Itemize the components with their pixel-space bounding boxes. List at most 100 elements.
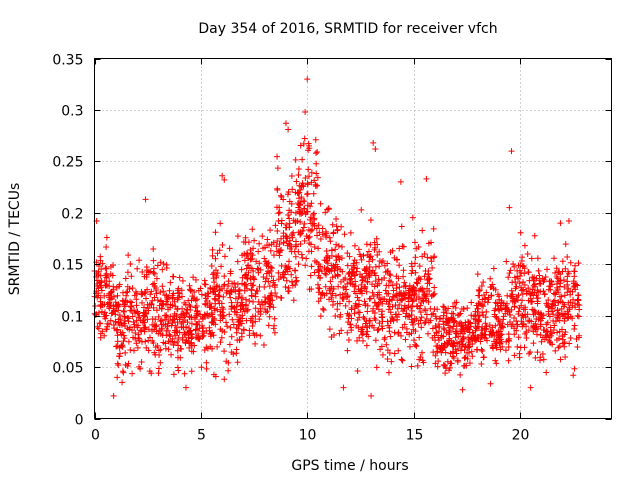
data-point bbox=[285, 288, 292, 295]
data-point bbox=[285, 212, 292, 218]
data-point bbox=[327, 278, 334, 285]
data-point bbox=[204, 302, 211, 309]
data-point bbox=[276, 252, 283, 259]
data-point bbox=[221, 176, 228, 183]
data-point bbox=[292, 267, 299, 274]
data-point bbox=[235, 325, 242, 332]
x-axis-label: GPS time / hours bbox=[291, 458, 408, 474]
data-point bbox=[273, 243, 280, 250]
data-point bbox=[244, 275, 251, 282]
data-point bbox=[448, 360, 455, 367]
data-point bbox=[379, 300, 386, 307]
data-point bbox=[208, 262, 215, 269]
data-point bbox=[514, 343, 521, 350]
data-point bbox=[243, 301, 250, 308]
data-point bbox=[229, 316, 236, 323]
data-point bbox=[256, 260, 263, 267]
data-point bbox=[333, 241, 340, 248]
data-point bbox=[515, 292, 522, 299]
data-point bbox=[454, 345, 461, 352]
data-point bbox=[524, 251, 531, 258]
data-point bbox=[371, 310, 378, 317]
data-point bbox=[474, 271, 481, 278]
data-point bbox=[505, 344, 512, 351]
data-point bbox=[170, 273, 177, 280]
data-point bbox=[214, 343, 221, 350]
data-point bbox=[304, 181, 311, 188]
data-point bbox=[141, 326, 148, 333]
data-point bbox=[458, 338, 465, 345]
data-point bbox=[329, 274, 336, 281]
data-point bbox=[381, 334, 388, 341]
data-point bbox=[264, 308, 271, 315]
data-point bbox=[178, 320, 185, 327]
data-point bbox=[292, 281, 299, 288]
data-point bbox=[406, 343, 413, 350]
data-point bbox=[355, 324, 362, 331]
data-point bbox=[413, 295, 420, 302]
data-point bbox=[490, 285, 497, 292]
data-point bbox=[450, 303, 457, 310]
data-point bbox=[249, 313, 256, 320]
data-point bbox=[149, 281, 156, 288]
data-point bbox=[349, 269, 356, 276]
data-point bbox=[116, 353, 123, 360]
data-point bbox=[174, 364, 181, 371]
data-point bbox=[401, 279, 408, 286]
data-point bbox=[459, 322, 466, 329]
data-point bbox=[302, 108, 309, 115]
data-point bbox=[275, 218, 282, 225]
data-point bbox=[385, 267, 392, 274]
data-point bbox=[381, 336, 388, 343]
data-point bbox=[415, 320, 422, 327]
data-point bbox=[114, 332, 121, 339]
data-point bbox=[193, 321, 200, 328]
data-point bbox=[398, 332, 405, 339]
data-point bbox=[191, 342, 198, 349]
data-point bbox=[139, 299, 146, 306]
data-point bbox=[547, 329, 554, 336]
data-point bbox=[336, 256, 343, 263]
data-point bbox=[534, 349, 541, 356]
data-point bbox=[556, 312, 563, 319]
data-point bbox=[224, 323, 231, 330]
data-point bbox=[173, 328, 180, 335]
data-point bbox=[469, 329, 476, 336]
data-point bbox=[204, 290, 211, 297]
data-point bbox=[225, 359, 232, 366]
data-point bbox=[179, 336, 186, 343]
data-point bbox=[511, 325, 518, 332]
data-point bbox=[268, 273, 275, 280]
data-point bbox=[361, 298, 368, 305]
data-point bbox=[554, 329, 561, 336]
data-point bbox=[280, 274, 287, 281]
data-point bbox=[569, 302, 576, 309]
data-point bbox=[378, 343, 385, 350]
data-point bbox=[412, 269, 419, 276]
data-point bbox=[277, 192, 284, 199]
data-point bbox=[421, 273, 428, 280]
data-point bbox=[127, 347, 134, 354]
data-point bbox=[259, 233, 266, 240]
data-point bbox=[373, 364, 380, 371]
data-point bbox=[430, 254, 437, 261]
data-point bbox=[410, 284, 417, 291]
data-point bbox=[455, 320, 462, 327]
data-point bbox=[567, 259, 574, 266]
data-point bbox=[422, 319, 429, 326]
data-point bbox=[571, 273, 578, 280]
data-point bbox=[383, 341, 390, 348]
data-point bbox=[386, 324, 393, 331]
data-point bbox=[393, 281, 400, 288]
data-point bbox=[121, 308, 128, 315]
data-point bbox=[228, 299, 235, 306]
data-point bbox=[297, 228, 304, 235]
data-point bbox=[234, 299, 241, 306]
data-point bbox=[138, 359, 145, 366]
data-point bbox=[537, 354, 544, 361]
data-point bbox=[480, 303, 487, 310]
data-point bbox=[434, 363, 441, 370]
data-point bbox=[354, 294, 361, 301]
data-point bbox=[94, 282, 101, 289]
data-point bbox=[526, 317, 533, 324]
